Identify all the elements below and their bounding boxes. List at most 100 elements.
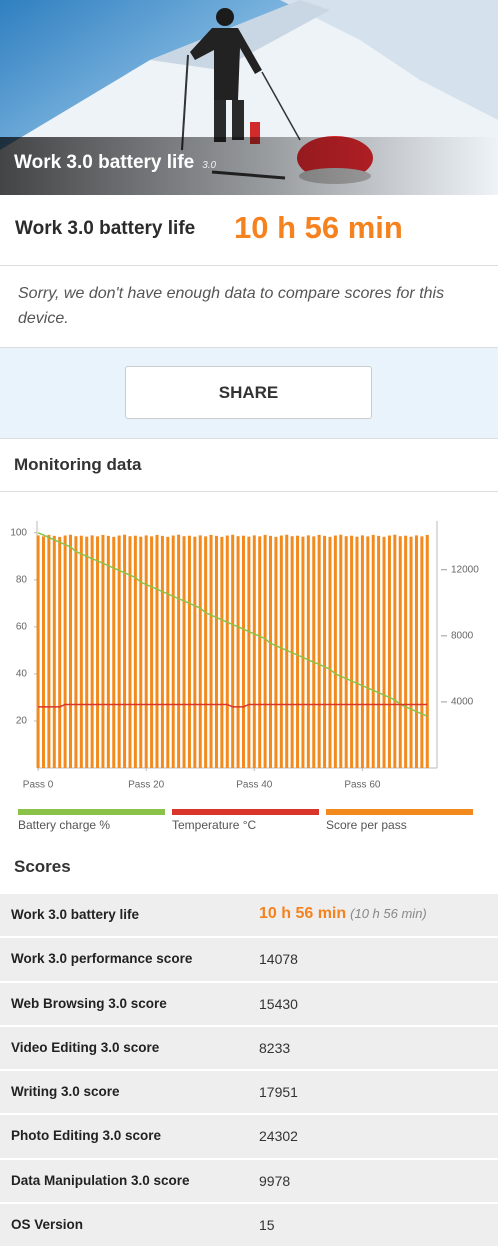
- bar: [296, 535, 300, 768]
- bar: [414, 535, 418, 768]
- score-row: Photo Editing 3.0 score 24302: [0, 1115, 498, 1160]
- bar: [36, 535, 40, 768]
- bar: [150, 536, 154, 768]
- hero-badge: 3.0: [202, 160, 217, 171]
- bar: [420, 536, 424, 768]
- result-label: Work 3.0 battery life: [15, 218, 196, 239]
- score-label: Work 3.0 battery life: [11, 907, 140, 922]
- scores-table: Work 3.0 battery life 10 h 56 min (10 h 56…: [0, 894, 498, 1249]
- legend-swatch: [172, 809, 319, 815]
- hero-image: [0, 0, 498, 195]
- bar: [344, 536, 348, 768]
- bar: [263, 534, 267, 768]
- bar: [155, 534, 159, 768]
- monitoring-card: Monitoring data 20 40 60 80 100 4000 8000 12000…: [0, 438, 498, 1251]
- bar: [90, 535, 94, 768]
- share-button[interactable]: SHARE: [125, 366, 372, 419]
- bar: [139, 536, 143, 768]
- bar: [350, 535, 354, 768]
- score-value-cell: 17951: [259, 1084, 298, 1100]
- bar: [312, 536, 316, 768]
- bar: [387, 535, 391, 768]
- scores-title: Scores: [14, 857, 71, 876]
- bar: [355, 536, 359, 768]
- score-value-cell: 15430: [259, 996, 298, 1012]
- y2-tick-label: 4000: [451, 697, 474, 708]
- bar: [182, 536, 186, 768]
- hero-title-text: Work 3.0 battery life: [14, 152, 195, 173]
- bar: [214, 535, 218, 768]
- y2-tick-label: 12000: [451, 564, 479, 575]
- bar: [398, 536, 402, 768]
- hero-banner: Work 3.0 battery life 3.0: [0, 0, 498, 195]
- bar: [112, 536, 116, 768]
- bar: [74, 536, 78, 768]
- bar: [96, 536, 100, 768]
- bar: [106, 535, 110, 768]
- y-tick-label: 20: [16, 716, 28, 727]
- bar: [160, 535, 164, 768]
- x-tick-label: Pass 0: [23, 780, 54, 791]
- x-tick-label: Pass 60: [344, 780, 381, 791]
- bar: [101, 534, 105, 768]
- score-row: Writing 3.0 score 17951: [0, 1071, 498, 1116]
- bar: [425, 534, 429, 768]
- score-value: 9978: [259, 1172, 291, 1189]
- score-value-cell: 24302: [259, 1128, 298, 1144]
- score-value-cell: 14078: [259, 951, 298, 967]
- bar: [209, 534, 213, 768]
- bar: [187, 535, 191, 768]
- score-value-cell: 8233: [259, 1040, 290, 1056]
- note-text: Sorry, we don't have enough data to comp…: [18, 285, 445, 327]
- y-tick-label: 80: [16, 574, 28, 585]
- bar: [382, 536, 386, 768]
- bar: [198, 535, 202, 768]
- bar: [52, 535, 56, 768]
- bar: [333, 535, 337, 768]
- score-label: Writing 3.0 score: [11, 1084, 120, 1100]
- bar: [241, 535, 245, 768]
- bar: [269, 535, 273, 768]
- score-detail: (10 h 56 min): [350, 906, 427, 921]
- bar: [220, 536, 224, 768]
- bar: [404, 535, 408, 768]
- score-row: Work 3.0 performance score 14078: [0, 938, 498, 983]
- legend: Battery charge % Temperature °C Score per …: [0, 809, 498, 839]
- bar: [231, 534, 235, 768]
- hero-title: Work 3.0 battery life 3.0: [14, 152, 216, 174]
- bar: [41, 536, 45, 768]
- bar: [301, 536, 305, 768]
- bar: [306, 535, 310, 768]
- legend-entry: Battery charge %: [18, 809, 165, 832]
- bar: [366, 536, 370, 768]
- bar: [317, 534, 321, 768]
- score-value-cell: 15: [259, 1217, 275, 1233]
- score-value: 14078: [259, 951, 298, 968]
- bar: [393, 534, 397, 768]
- score-value: 15: [259, 1217, 275, 1234]
- chart: 20 40 60 80 100 4000 8000 12000 Pass 0 Pass 20 Pas…: [10, 521, 479, 791]
- score-label: OS Version: [11, 1217, 84, 1233]
- bar: [328, 536, 332, 768]
- bar: [133, 535, 137, 768]
- bar: [123, 534, 127, 768]
- score-label: Work 3.0 performance score: [11, 951, 193, 967]
- y2-tick-label: 8000: [451, 630, 474, 641]
- score-value: 10 h 56 min: [259, 905, 347, 922]
- legend-label: Score per pass: [326, 818, 407, 832]
- score-value: 17951: [259, 1084, 298, 1101]
- bar: [377, 535, 381, 768]
- bar: [274, 536, 278, 768]
- score-row: OS Version 15: [0, 1204, 498, 1249]
- bar: [279, 535, 283, 768]
- score-label: Web Browsing 3.0 score: [11, 995, 167, 1011]
- bar: [58, 536, 62, 768]
- bar: [409, 536, 413, 768]
- bar: [204, 536, 208, 768]
- bar: [247, 536, 251, 768]
- result-value: 10 h 56 min: [234, 210, 403, 245]
- score-value: 15430: [259, 995, 298, 1012]
- bar: [371, 534, 375, 768]
- legend-swatch: [326, 809, 473, 815]
